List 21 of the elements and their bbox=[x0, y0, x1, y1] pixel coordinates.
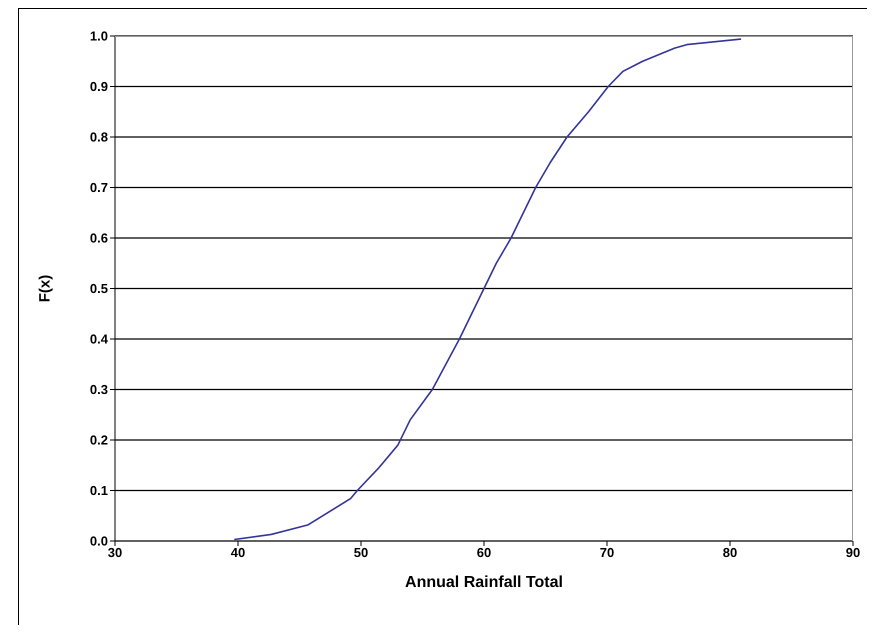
y-tick-label: 0.3 bbox=[90, 382, 108, 398]
y-tick-label: 0.5 bbox=[90, 281, 108, 296]
y-axis-title: F(x) bbox=[36, 274, 54, 302]
x-tick-label: 50 bbox=[354, 545, 368, 560]
y-tick-label: 0.9 bbox=[90, 79, 108, 94]
y-tick-label: 0.0 bbox=[90, 534, 108, 549]
x-tick-label: 70 bbox=[600, 545, 614, 560]
y-tick-label: 0.1 bbox=[90, 483, 108, 498]
y-tick-label: 0.4 bbox=[90, 332, 109, 347]
x-tick-label: 30 bbox=[108, 545, 122, 560]
x-tick-label: 40 bbox=[230, 545, 246, 560]
y-tick-label: 0.6 bbox=[90, 230, 108, 246]
x-tick-label: 60 bbox=[476, 545, 492, 560]
x-axis-title: Annual Rainfall Total bbox=[405, 574, 563, 591]
y-tick-label: 0.8 bbox=[90, 130, 108, 145]
x-tick-label: 80 bbox=[722, 545, 738, 560]
x-tick-label: 90 bbox=[846, 545, 860, 560]
line-series bbox=[234, 38, 742, 540]
y-tick-label: 0.2 bbox=[90, 432, 108, 448]
y-tick-label: 0.7 bbox=[90, 180, 108, 196]
y-tick-label: 1.0 bbox=[90, 28, 108, 44]
